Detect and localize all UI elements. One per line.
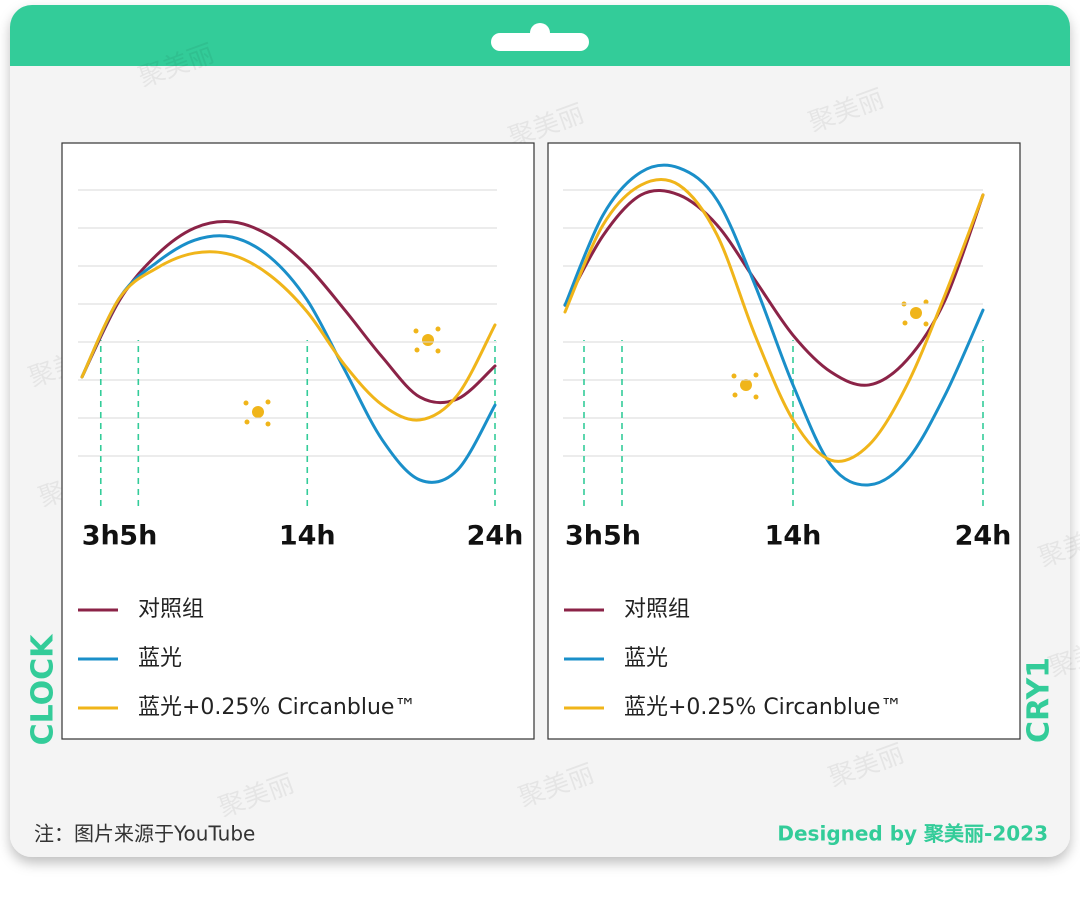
x-tick-label: 3h [82,521,120,552]
legend-label: 蓝光 [138,646,182,671]
series-line [80,250,497,422]
x-tick-label: 24h [467,521,524,552]
legend-label: 对照组 [624,597,690,622]
side-label: CLOCK [26,633,61,746]
x-tick-label: 24h [955,521,1012,552]
x-tick-label: 5h [603,521,641,552]
x-tick-label: 14h [279,521,336,552]
series-line [563,163,985,487]
pill-knob [530,23,550,43]
legend-label: 对照组 [138,597,204,622]
credit: Designed by 聚美丽-2023 [777,822,1048,846]
series-line [80,220,497,405]
x-tick-label: 3h [565,521,603,552]
panel [61,142,535,740]
note: 注：图片来源于YouTube [34,822,255,846]
series-line [563,189,985,387]
side-label: CRY1 [1022,657,1057,743]
sun-icon [243,399,271,427]
panel [547,142,1021,740]
x-tick-label: 14h [765,521,822,552]
series-line [80,234,497,484]
sun-icon [413,326,441,354]
legend-label: 蓝光 [624,646,668,671]
series-line [563,177,985,463]
legend-label: 蓝光+0.25% Circanblue™ [624,695,902,720]
sun-icon [731,372,759,400]
x-tick-label: 5h [119,521,157,552]
legend-label: 蓝光+0.25% Circanblue™ [138,695,416,720]
